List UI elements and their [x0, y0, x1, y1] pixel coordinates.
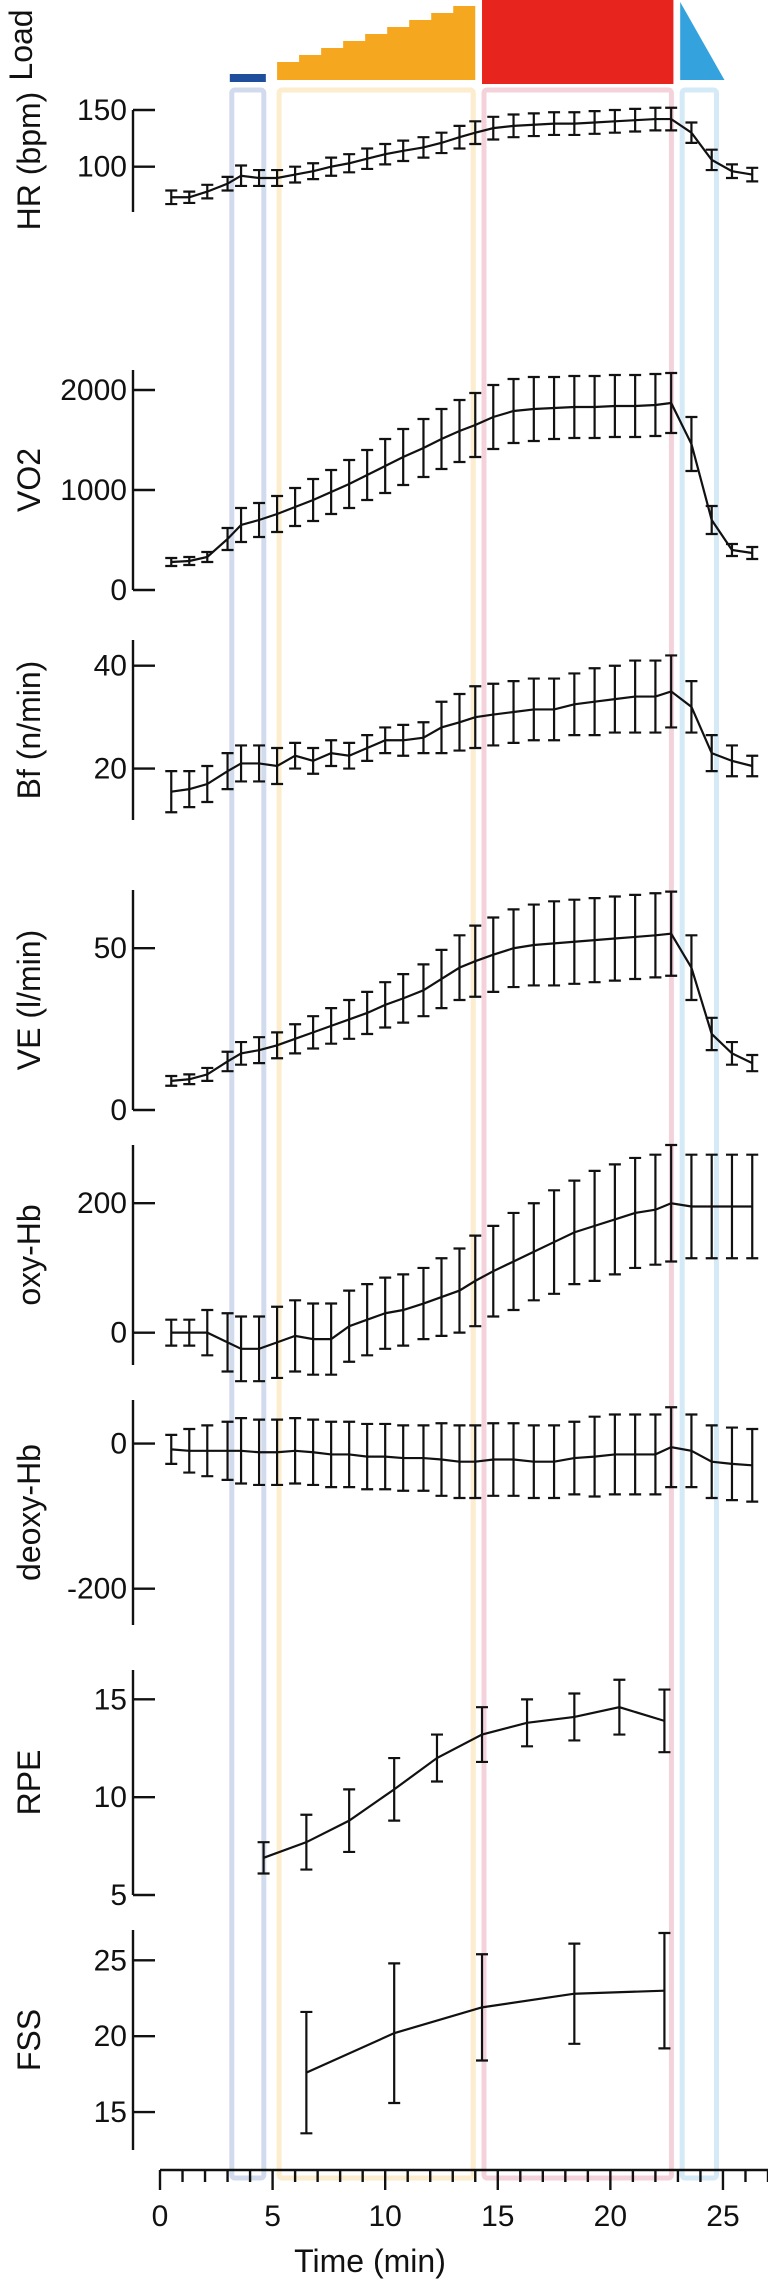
panel-oxyhb: 0 200 oxy-Hb [11, 1143, 759, 1383]
panel-hr: 100 150 HR (bpm) [11, 92, 759, 231]
phase-box-constant [481, 87, 674, 2181]
panel-fss: 15 20 25 FSS [11, 1930, 671, 2150]
y-tick-label-ve: 50 [94, 932, 127, 965]
error-bar-oxyhb [165, 1318, 178, 1347]
error-bar-fss [300, 2010, 313, 2135]
y-tick-label-vo2: 1000 [60, 474, 127, 507]
y-label-deoxyhb: deoxy-Hb [11, 1444, 47, 1581]
y-tick-label-deoxyhb: 0 [110, 1428, 127, 1461]
panel-rpe: 5 10 15 RPE [11, 1670, 671, 1912]
panel-deoxyhb: -200 0 deoxy-Hb [11, 1400, 759, 1625]
load-segment-constant [482, 0, 674, 84]
phase-box-warm-up [229, 87, 267, 2181]
x-tick-label: 25 [706, 2200, 739, 2233]
y-tick-label-fss: 20 [94, 2020, 127, 2053]
error-bar-deoxyhb [165, 1433, 178, 1465]
load-label: Load [3, 9, 39, 80]
load-bar: Load [3, 0, 725, 84]
y-tick-label-bf: 40 [94, 650, 127, 683]
y-tick-label-vo2: 0 [110, 574, 127, 607]
series-line-oxyhb [171, 1202, 753, 1350]
error-bar-bf [165, 770, 178, 814]
y-label-fss: FSS [11, 2009, 47, 2071]
phase-box-recovery [679, 87, 719, 2181]
series-line-vo2 [171, 401, 753, 564]
y-label-hr: HR (bpm) [11, 92, 47, 231]
series-line-fss [305, 1989, 665, 2074]
y-label-ve: VE (l/min) [11, 930, 47, 1070]
panel-vo2: 0 1000 2000 VO2 [11, 370, 759, 607]
phase-boxes [229, 87, 719, 2181]
series-line-hr [171, 117, 753, 199]
panel-bf: 20 40 Bf (n/min) [11, 640, 759, 820]
y-tick-label-rpe: 10 [94, 1781, 127, 1814]
error-bar-vo2 [165, 556, 178, 568]
y-tick-label-ve: 0 [110, 1094, 127, 1127]
phase-box-incremental [276, 87, 476, 2181]
x-tick-label: 5 [264, 2200, 281, 2233]
series-line-bf [171, 690, 753, 793]
y-label-bf: Bf (n/min) [11, 661, 47, 800]
time-axis: Time (min) 0 5 10 15 20 25 [152, 2168, 768, 2279]
load-segment-incremental [277, 6, 476, 80]
y-tick-label-hr: 150 [77, 94, 127, 127]
y-tick-label-deoxyhb: -200 [67, 1573, 127, 1606]
x-tick-label: 15 [481, 2200, 514, 2233]
panel-ve: 0 50 VE (l/min) [11, 890, 759, 1127]
time-axis-label: Time (min) [294, 2243, 446, 2279]
y-tick-label-rpe: 15 [94, 1683, 127, 1716]
y-tick-label-hr: 100 [77, 151, 127, 184]
y-label-rpe: RPE [11, 1750, 47, 1816]
y-label-oxyhb: oxy-Hb [11, 1204, 47, 1305]
load-segment-warm-up [229, 74, 266, 82]
series-line-rpe [263, 1706, 665, 1859]
error-bar-rpe [257, 1841, 270, 1875]
x-tick-label: 0 [152, 2200, 169, 2233]
series-line-deoxyhb [171, 1446, 753, 1467]
error-bar-fss [658, 1931, 671, 2050]
error-bar-ve [165, 1074, 178, 1087]
y-tick-label-bf: 20 [94, 753, 127, 786]
load-segment-recovery [680, 2, 725, 80]
x-tick-label: 20 [594, 2200, 627, 2233]
error-bar-hr [165, 189, 178, 206]
y-tick-label-fss: 25 [94, 1944, 127, 1977]
y-label-vo2: VO2 [11, 448, 47, 512]
y-tick-label-fss: 15 [94, 2096, 127, 2129]
y-tick-label-vo2: 2000 [60, 374, 127, 407]
x-tick-label: 10 [368, 2200, 401, 2233]
series-line-ve [171, 932, 753, 1082]
y-tick-label-oxyhb: 200 [77, 1187, 127, 1220]
y-tick-label-rpe: 5 [110, 1879, 127, 1912]
error-bar-rpe [658, 1688, 671, 1754]
y-tick-label-oxyhb: 0 [110, 1317, 127, 1350]
error-bar-ve [746, 1053, 759, 1073]
